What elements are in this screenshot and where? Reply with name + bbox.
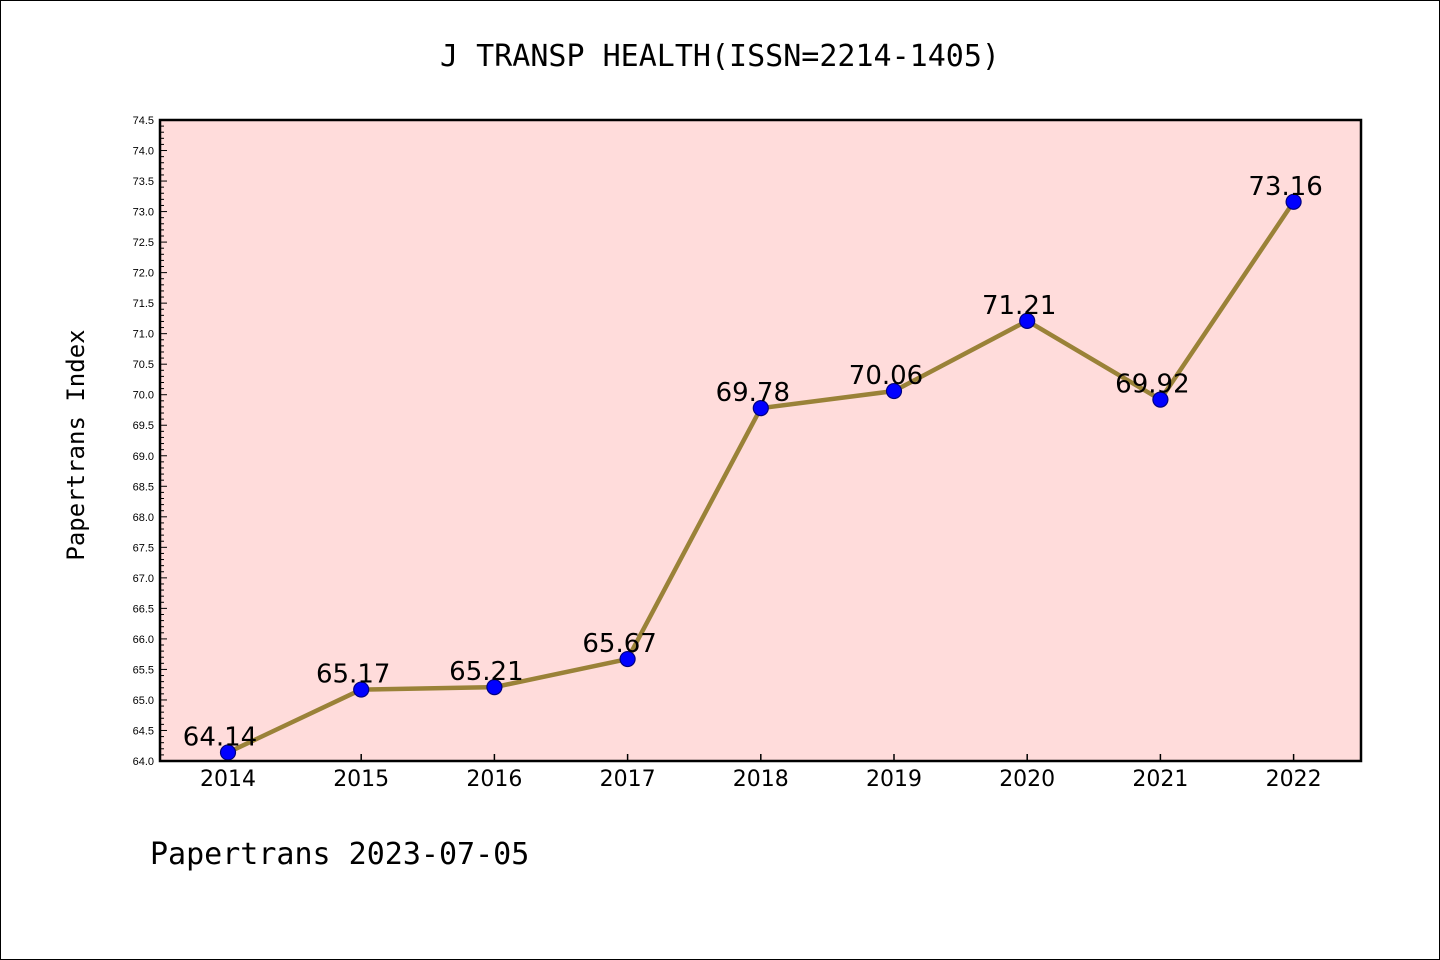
data-point bbox=[1285, 193, 1302, 210]
y-tick-label: 71.0 bbox=[133, 329, 154, 341]
y-tick-label: 64.0 bbox=[133, 756, 154, 768]
data-point bbox=[486, 679, 503, 696]
series-line bbox=[219, 193, 1302, 761]
y-tick-label: 73.0 bbox=[133, 207, 154, 219]
data-label: 73.16 bbox=[1248, 172, 1322, 202]
y-tick-label: 74.5 bbox=[133, 115, 154, 127]
data-labels: 64.14 65.17 65.21 65.67 69.78 70.06 71.21 69.92… bbox=[183, 172, 1323, 753]
plot-border bbox=[158, 118, 1363, 763]
x-tick-label: 2022 bbox=[1266, 767, 1322, 792]
data-label: 65.17 bbox=[316, 660, 390, 690]
data-label: 65.21 bbox=[449, 657, 523, 687]
data-point bbox=[353, 681, 370, 698]
y-tick-label: 74.0 bbox=[133, 146, 154, 158]
data-label: 70.06 bbox=[849, 361, 923, 391]
y-tick-label: 66.0 bbox=[133, 634, 154, 646]
data-label: 65.67 bbox=[582, 629, 656, 659]
y-tick-label: 67.5 bbox=[133, 542, 154, 554]
y-tick-label: 69.5 bbox=[133, 420, 154, 432]
x-tick-label: 2020 bbox=[999, 767, 1055, 792]
y-axis-label: Papertrans Index bbox=[62, 329, 90, 560]
chart-title: J TRANSP HEALTH(ISSN=2214-1405) bbox=[440, 39, 1000, 74]
data-label: 71.21 bbox=[982, 291, 1056, 321]
x-tick-label: 2021 bbox=[1132, 767, 1188, 792]
data-label: 69.78 bbox=[716, 378, 790, 408]
y-tick-label: 65.0 bbox=[133, 695, 154, 707]
y-tick-label: 69.0 bbox=[133, 451, 154, 463]
data-label: 69.92 bbox=[1115, 370, 1189, 400]
data-point bbox=[1019, 312, 1036, 329]
y-tick-label: 64.5 bbox=[133, 725, 154, 737]
footer-date: Papertrans 2023-07-05 bbox=[150, 837, 529, 872]
x-tick-label: 2015 bbox=[333, 767, 389, 792]
data-point bbox=[752, 400, 769, 417]
plot-area bbox=[160, 120, 1361, 761]
x-axis: 2014 2015 2016 2017 2018 2019 2020 2021 2022 bbox=[200, 754, 1322, 792]
data-point bbox=[619, 650, 636, 668]
y-tick-label: 70.5 bbox=[133, 359, 154, 371]
y-tick-label: 70.0 bbox=[133, 390, 154, 402]
x-tick-label: 2016 bbox=[466, 767, 522, 792]
y-tick-label: 66.5 bbox=[133, 603, 154, 615]
y-tick-label: 68.5 bbox=[133, 481, 154, 493]
x-tick-label: 2019 bbox=[866, 767, 922, 792]
data-point bbox=[1152, 391, 1169, 408]
x-tick-label: 2018 bbox=[733, 767, 789, 792]
y-tick-label: 65.5 bbox=[133, 664, 154, 676]
y-tick-label: 68.0 bbox=[133, 512, 154, 524]
y-tick-label: 72.0 bbox=[133, 268, 154, 280]
x-tick-label: 2017 bbox=[600, 767, 656, 792]
y-tick-label: 72.5 bbox=[133, 237, 154, 249]
x-tick-label: 2014 bbox=[200, 767, 256, 792]
y-tick-label: 71.5 bbox=[133, 298, 154, 310]
y-tick-label: 67.0 bbox=[133, 573, 154, 585]
data-point bbox=[885, 382, 903, 400]
y-tick-label: 73.5 bbox=[133, 176, 154, 188]
data-label: 64.14 bbox=[183, 722, 257, 752]
